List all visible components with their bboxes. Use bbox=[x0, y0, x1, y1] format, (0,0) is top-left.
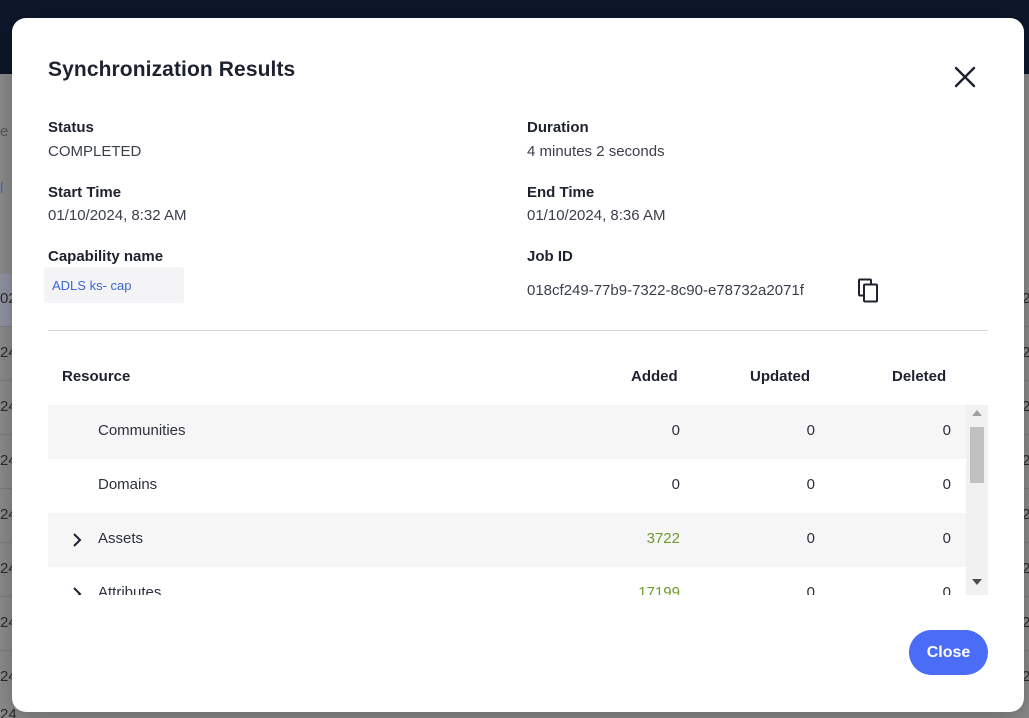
app-text-fragment: 2 bbox=[1022, 290, 1029, 307]
resource-name: Domains bbox=[98, 476, 158, 493]
updated-count: 0 bbox=[806, 584, 815, 595]
column-header-deleted: Deleted bbox=[892, 368, 947, 385]
chevron-right-icon bbox=[73, 587, 82, 595]
job-id-label: Job ID bbox=[527, 248, 573, 265]
table-scrollbar[interactable] bbox=[966, 405, 988, 595]
capability-name-label: Capability name bbox=[48, 248, 164, 265]
scroll-up-arrow-icon[interactable] bbox=[972, 410, 982, 416]
app-text-fragment: e bbox=[0, 123, 9, 140]
table-row: Domains 0 0 0 bbox=[48, 459, 966, 513]
added-count: 17199 bbox=[638, 584, 680, 595]
start-time-value: 01/10/2024, 8:32 AM bbox=[48, 207, 187, 224]
dialog-title: Synchronization Results bbox=[48, 58, 296, 81]
updated-count: 0 bbox=[806, 422, 815, 439]
scrollbar-thumb[interactable] bbox=[970, 427, 984, 483]
copy-icon[interactable] bbox=[857, 278, 881, 304]
chevron-right-icon[interactable] bbox=[70, 532, 84, 548]
table-row[interactable]: Attributes 17199 0 0 bbox=[48, 567, 966, 595]
status-label: Status bbox=[48, 119, 94, 136]
app-text-fragment: 2 bbox=[1022, 560, 1029, 577]
app-text-fragment: 2 bbox=[1022, 344, 1029, 361]
capability-chip bbox=[44, 267, 184, 303]
table-row: Communities 0 0 0 bbox=[48, 405, 966, 459]
column-header-updated: Updated bbox=[750, 368, 810, 385]
app-text-fragment: 24 bbox=[0, 706, 17, 718]
added-count: 3722 bbox=[646, 530, 680, 547]
resource-name: Attributes bbox=[98, 584, 162, 595]
end-time-label: End Time bbox=[527, 184, 595, 201]
deleted-count: 0 bbox=[942, 584, 951, 595]
close-button[interactable]: Close bbox=[909, 630, 988, 675]
sync-results-dialog: Synchronization Results Status COMPLETED… bbox=[12, 18, 1024, 712]
chevron-right-icon[interactable] bbox=[70, 586, 84, 595]
end-time-value: 01/10/2024, 8:36 AM bbox=[527, 207, 666, 224]
status-value: COMPLETED bbox=[48, 143, 142, 160]
app-text-fragment: 2 bbox=[1022, 452, 1029, 469]
job-id-value: 018cf249-77b9-7322-8c90-e78732a2071f bbox=[527, 282, 804, 299]
section-divider bbox=[48, 330, 988, 331]
updated-count: 0 bbox=[806, 530, 815, 547]
resource-name: Assets bbox=[98, 530, 144, 547]
app-text-fragment: l bbox=[0, 180, 4, 197]
app-selected-row bbox=[0, 274, 12, 326]
close-icon bbox=[954, 66, 976, 88]
column-header-resource: Resource bbox=[62, 368, 131, 385]
app-text-fragment: 2 bbox=[1022, 668, 1029, 685]
app-text-fragment: 2 bbox=[1022, 614, 1029, 631]
duration-value: 4 minutes 2 seconds bbox=[527, 143, 665, 160]
app-text-fragment: 2 bbox=[1022, 506, 1029, 523]
start-time-label: Start Time bbox=[48, 184, 122, 201]
close-icon[interactable] bbox=[950, 62, 980, 92]
capability-link[interactable]: ADLS ks- cap bbox=[52, 278, 132, 293]
chevron-right-icon bbox=[73, 533, 82, 547]
added-count: 0 bbox=[671, 422, 680, 439]
column-header-added: Added bbox=[631, 368, 678, 385]
added-count: 0 bbox=[671, 476, 680, 493]
duration-label: Duration bbox=[527, 119, 589, 136]
resource-name: Communities bbox=[98, 422, 186, 439]
results-table[interactable]: Communities 0 0 0 Domains 0 0 0 Assets 3… bbox=[48, 405, 988, 595]
deleted-count: 0 bbox=[942, 422, 951, 439]
app-text-fragment: 2 bbox=[1022, 398, 1029, 415]
deleted-count: 0 bbox=[942, 476, 951, 493]
updated-count: 0 bbox=[806, 476, 815, 493]
copy-icon bbox=[858, 278, 878, 303]
scroll-down-arrow-icon[interactable] bbox=[972, 579, 982, 585]
table-row[interactable]: Assets 3722 0 0 bbox=[48, 513, 966, 567]
deleted-count: 0 bbox=[942, 530, 951, 547]
